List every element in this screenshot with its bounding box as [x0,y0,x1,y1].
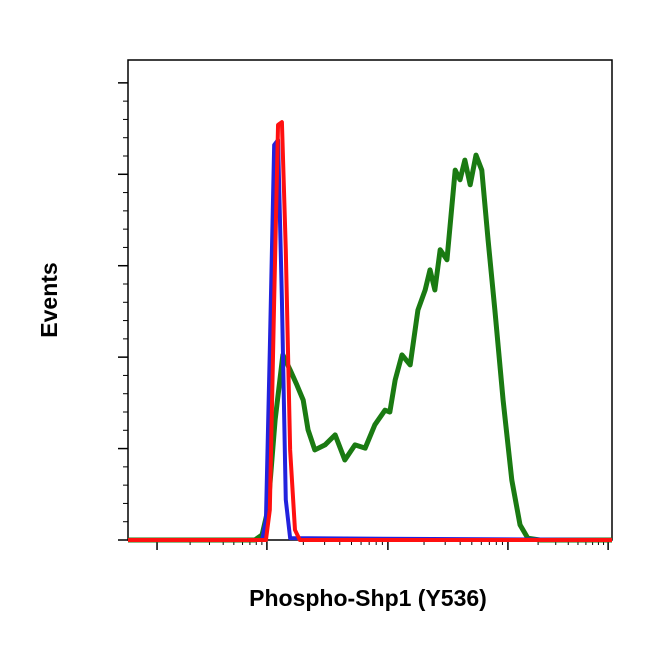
y-axis-label: Events [36,262,62,337]
histogram-line [128,138,613,542]
plot-frame [127,59,613,541]
x-axis-label: Phospho-Shp1 (Y536) [249,585,487,611]
histogram-line [128,152,612,543]
histogram-line [128,120,612,542]
